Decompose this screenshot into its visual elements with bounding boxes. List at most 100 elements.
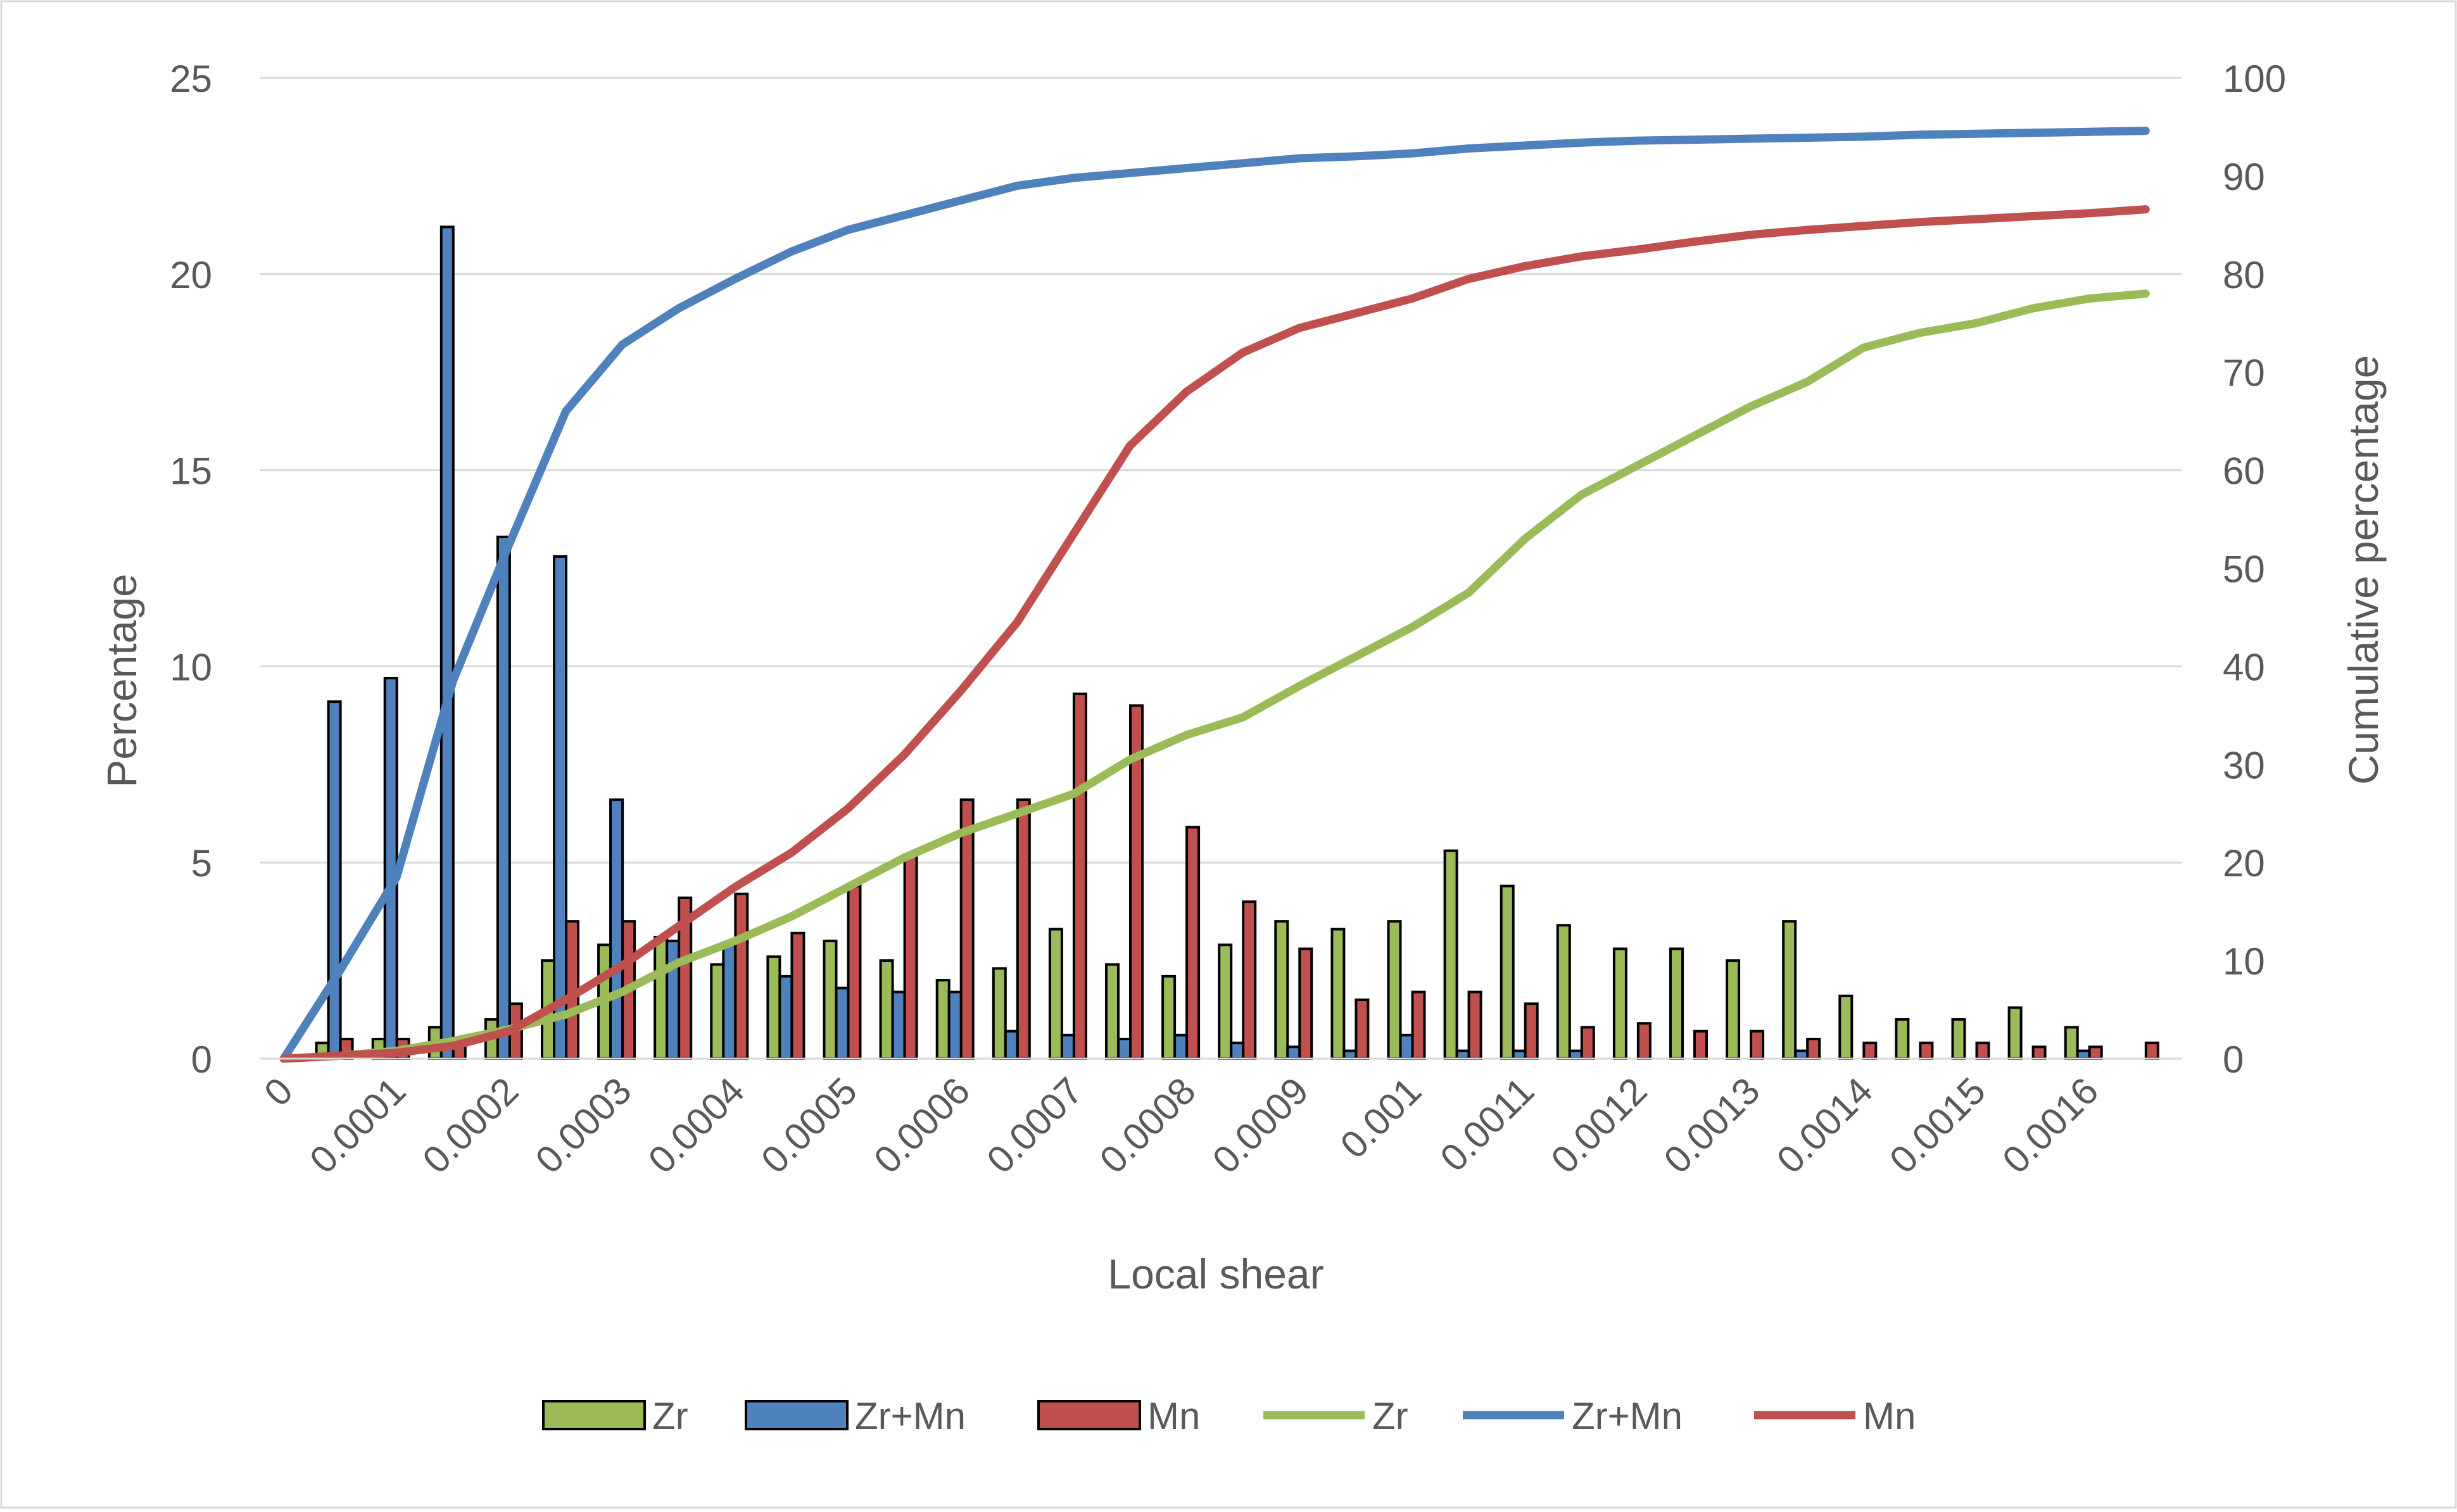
bar-mn — [734, 892, 749, 1060]
bar-mn — [1072, 692, 1087, 1060]
bar-zr — [1838, 994, 1854, 1061]
bar-mn — [1636, 1022, 1652, 1060]
bar-mn — [1580, 1026, 1595, 1061]
line-zr-mn-cumulative — [279, 127, 2150, 1063]
bar-mn — [1975, 1042, 1990, 1060]
bar-zr-mn — [666, 940, 681, 1060]
y-tick-label: 25 — [170, 58, 212, 100]
bar-zr — [654, 935, 669, 1060]
bar-zr-mn — [722, 943, 737, 1061]
bar-mn — [1467, 990, 1482, 1060]
legend: Zr Zr+Mn Mn Zr Zr+Mn Mn — [542, 1395, 1916, 1437]
bar-zr-mn — [1568, 1049, 1583, 1061]
bar-zr-mn — [835, 986, 850, 1061]
legend-swatch — [1037, 1400, 1141, 1430]
bar-zr-mn — [1286, 1045, 1301, 1060]
bar-zr-mn — [553, 555, 567, 1060]
bar-zr-mn — [1342, 1049, 1358, 1061]
y2-tick-label: 30 — [2223, 744, 2265, 786]
bar-zr — [2007, 1006, 2023, 1061]
line-mn-cumulative — [279, 205, 2150, 1063]
bar-mn — [1693, 1030, 1708, 1061]
y2-tick-label: 90 — [2223, 156, 2265, 198]
legend-label: Zr+Mn — [855, 1395, 966, 1437]
bar-zr-mn — [778, 974, 793, 1061]
bar-zr-mn — [947, 990, 963, 1060]
bar-zr-mn — [1794, 1049, 1809, 1061]
bar-zr-mn — [439, 225, 455, 1060]
bar-zr — [823, 940, 838, 1060]
bar-zr — [1782, 920, 1797, 1061]
bar-zr — [1161, 974, 1177, 1061]
bar-mn — [1242, 900, 1257, 1061]
legend-swatch — [745, 1400, 849, 1430]
bar-zr — [1218, 943, 1233, 1061]
y-tick-label: 15 — [170, 450, 212, 493]
bar-mn — [2031, 1045, 2047, 1060]
y2-axis-title: Cumulative percentage — [2340, 355, 2387, 785]
bar-mn — [2144, 1042, 2159, 1060]
bar-mn — [847, 885, 862, 1060]
bar-zr-mn — [1512, 1049, 1527, 1061]
bar-mn — [2088, 1045, 2103, 1060]
bar-zr — [1612, 947, 1627, 1060]
y2-tick-label: 60 — [2223, 450, 2265, 493]
y2-tick-label: 10 — [2223, 940, 2265, 983]
bar-zr — [766, 955, 781, 1061]
bar-mn — [1806, 1038, 1821, 1061]
bar-mn — [1355, 999, 1370, 1061]
bar-zr — [1330, 928, 1346, 1060]
bar-zr-mn — [609, 798, 624, 1060]
legend-item-line-mn: Mn — [1754, 1395, 1916, 1437]
y2-tick-label: 50 — [2223, 548, 2265, 591]
bar-mn — [1185, 826, 1201, 1061]
bar-mn — [1016, 798, 1031, 1060]
y2-tick-label: 20 — [2223, 842, 2265, 885]
y-tick-label: 20 — [170, 254, 212, 296]
legend-item-bar-mn: Mn — [1037, 1395, 1200, 1437]
y-tick-label: 10 — [170, 646, 212, 688]
bar-zr — [2064, 1026, 2079, 1061]
bar-mn — [790, 931, 805, 1061]
bar-zr-mn — [1004, 1030, 1019, 1061]
bar-zr — [1951, 1018, 1966, 1061]
y2-tick-label: 70 — [2223, 352, 2265, 394]
legend-swatch — [542, 1400, 646, 1430]
y2-tick-label: 80 — [2223, 254, 2265, 296]
bar-zr-mn — [1455, 1049, 1470, 1061]
bar-zr-mn — [1117, 1038, 1132, 1061]
bar-mn — [1919, 1042, 1934, 1060]
bar-zr — [1669, 947, 1684, 1060]
y-tick-label: 5 — [191, 842, 212, 885]
bar-zr-mn — [1230, 1042, 1245, 1060]
bar-series-layer — [315, 225, 2159, 1061]
legend-label: Zr — [652, 1395, 688, 1437]
y2-tick-label: 0 — [2223, 1038, 2244, 1081]
bar-zr — [1500, 885, 1515, 1060]
bar-mn — [1411, 990, 1426, 1060]
bar-mn — [1298, 947, 1313, 1060]
legend-item-bar-zr: Zr — [542, 1395, 688, 1437]
bar-zr — [935, 979, 951, 1060]
bar-mn — [1524, 1002, 1539, 1060]
bar-zr — [1443, 849, 1458, 1061]
bar-mn — [1862, 1042, 1878, 1060]
legend-label: Mn — [1147, 1395, 1200, 1437]
bar-mn — [903, 853, 918, 1060]
bar-zr — [879, 959, 894, 1060]
y-axis-title: Percentage — [98, 574, 145, 788]
legend-item-line-zr-mn: Zr+Mn — [1463, 1395, 1683, 1437]
bar-zr — [1048, 928, 1063, 1060]
bar-zr-mn — [891, 990, 906, 1060]
bar-zr-mn — [1060, 1033, 1075, 1060]
bar-zr-mn — [1173, 1033, 1189, 1060]
line-zr-cumulative — [279, 289, 2150, 1063]
bar-zr — [1726, 959, 1741, 1060]
legend-label: Zr — [1372, 1395, 1408, 1437]
legend-label: Mn — [1863, 1395, 1916, 1437]
legend-item-line-zr: Zr — [1263, 1395, 1408, 1437]
bar-zr-mn — [327, 700, 342, 1060]
